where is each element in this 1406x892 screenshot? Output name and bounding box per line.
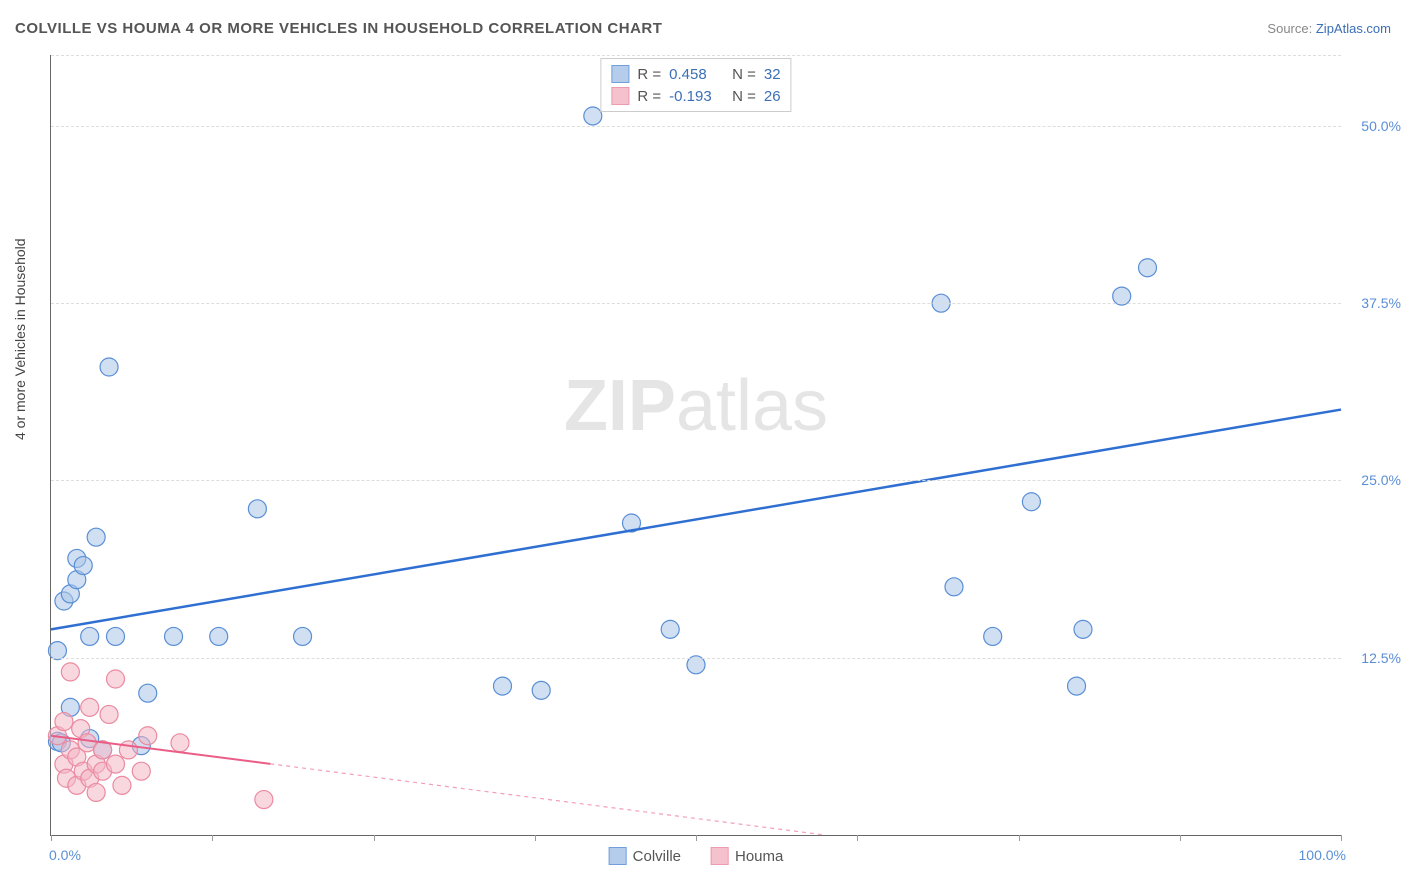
data-point bbox=[1022, 493, 1040, 511]
x-tick bbox=[1019, 835, 1020, 841]
y-tick-label: 37.5% bbox=[1346, 295, 1401, 311]
data-point bbox=[1068, 677, 1086, 695]
data-point bbox=[1139, 259, 1157, 277]
data-point bbox=[74, 557, 92, 575]
legend-item: Colville bbox=[609, 847, 681, 865]
data-point bbox=[119, 741, 137, 759]
data-point bbox=[139, 727, 157, 745]
chart-title: COLVILLE VS HOUMA 4 OR MORE VEHICLES IN … bbox=[15, 20, 662, 37]
data-point bbox=[113, 776, 131, 794]
chart-header: COLVILLE VS HOUMA 4 OR MORE VEHICLES IN … bbox=[15, 20, 1391, 37]
legend-item: Houma bbox=[711, 847, 783, 865]
gridline bbox=[51, 658, 1341, 659]
series-swatch bbox=[611, 87, 629, 105]
gridline bbox=[51, 55, 1341, 56]
series-swatch bbox=[611, 65, 629, 83]
gridline bbox=[51, 126, 1341, 127]
x-tick bbox=[1180, 835, 1181, 841]
data-point bbox=[55, 713, 73, 731]
r-value: 0.458 bbox=[669, 66, 724, 83]
data-point bbox=[494, 677, 512, 695]
x-tick bbox=[696, 835, 697, 841]
data-point bbox=[139, 684, 157, 702]
data-point bbox=[532, 681, 550, 699]
x-tick-label: 0.0% bbox=[49, 847, 81, 863]
trend-line-dashed bbox=[270, 764, 825, 835]
trend-line bbox=[51, 410, 1341, 630]
source-label: Source: bbox=[1267, 21, 1312, 36]
data-point bbox=[81, 627, 99, 645]
legend-label: Colville bbox=[633, 848, 681, 865]
data-point bbox=[584, 107, 602, 125]
data-point bbox=[210, 627, 228, 645]
x-tick bbox=[51, 835, 52, 841]
x-tick-label: 100.0% bbox=[1291, 847, 1346, 863]
n-value: 32 bbox=[764, 66, 781, 83]
x-tick bbox=[857, 835, 858, 841]
source-attribution: Source: ZipAtlas.com bbox=[1267, 21, 1391, 36]
gridline bbox=[51, 480, 1341, 481]
data-point bbox=[165, 627, 183, 645]
series-legend: Colville Houma bbox=[609, 847, 784, 865]
y-tick-label: 50.0% bbox=[1346, 118, 1401, 134]
legend-label: Houma bbox=[735, 848, 783, 865]
data-point bbox=[132, 762, 150, 780]
data-point bbox=[81, 698, 99, 716]
data-point bbox=[171, 734, 189, 752]
data-point bbox=[100, 358, 118, 376]
scatter-plot-svg bbox=[51, 55, 1341, 835]
stats-row: R = -0.193 N = 26 bbox=[611, 85, 780, 107]
data-point bbox=[661, 620, 679, 638]
y-tick-label: 25.0% bbox=[1346, 472, 1401, 488]
data-point bbox=[294, 627, 312, 645]
data-point bbox=[248, 500, 266, 518]
data-point bbox=[945, 578, 963, 596]
r-label: R = bbox=[637, 66, 661, 83]
chart-plot-area: ZIPatlas R =0.458N =32R =-0.193N =26 Col… bbox=[50, 55, 1341, 836]
series-swatch bbox=[711, 847, 729, 865]
series-swatch bbox=[609, 847, 627, 865]
x-tick bbox=[1341, 835, 1342, 841]
y-axis-label: 4 or more Vehicles in Household bbox=[12, 238, 28, 440]
r-value: -0.193 bbox=[669, 88, 724, 105]
source-link[interactable]: ZipAtlas.com bbox=[1316, 21, 1391, 36]
n-value: 26 bbox=[764, 88, 781, 105]
stats-row: R = 0.458 N = 32 bbox=[611, 63, 780, 85]
r-label: R = bbox=[637, 88, 661, 105]
data-point bbox=[984, 627, 1002, 645]
y-tick-label: 12.5% bbox=[1346, 650, 1401, 666]
x-tick bbox=[212, 835, 213, 841]
data-point bbox=[100, 705, 118, 723]
data-point bbox=[87, 783, 105, 801]
x-tick bbox=[374, 835, 375, 841]
correlation-stats-box: R = 0.458 N = 32 R = -0.193 N = 26 bbox=[600, 58, 791, 112]
data-point bbox=[255, 791, 273, 809]
n-label: N = bbox=[732, 88, 756, 105]
x-tick bbox=[535, 835, 536, 841]
data-point bbox=[107, 755, 125, 773]
data-point bbox=[107, 627, 125, 645]
data-point bbox=[107, 670, 125, 688]
data-point bbox=[87, 528, 105, 546]
data-point bbox=[61, 663, 79, 681]
n-label: N = bbox=[732, 66, 756, 83]
gridline bbox=[51, 303, 1341, 304]
data-point bbox=[1074, 620, 1092, 638]
